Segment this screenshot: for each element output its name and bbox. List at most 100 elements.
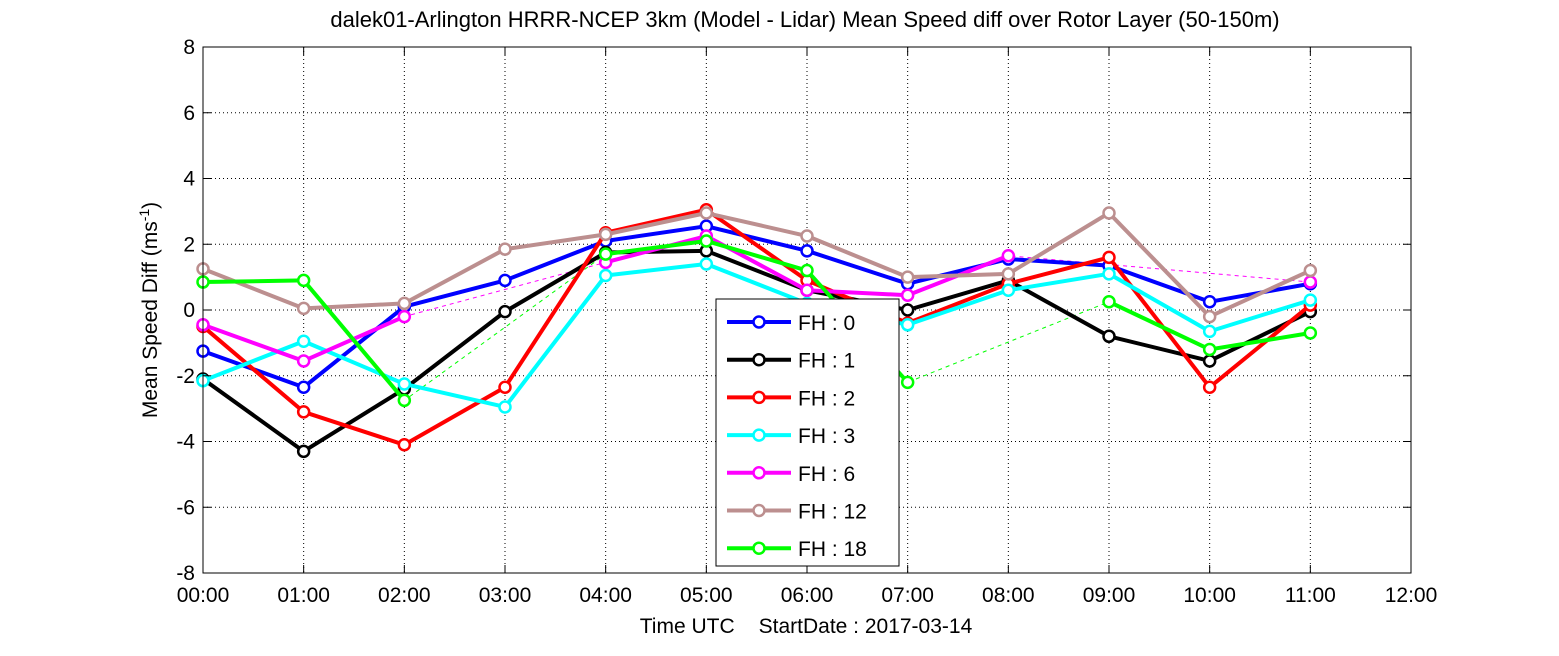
- x-tick-label: 01:00: [277, 584, 330, 607]
- series-fh-1-point: [498, 304, 512, 319]
- legend-entry-fh-1: FH : 1: [727, 350, 855, 373]
- legend-entry-fh-6: FH : 6: [727, 463, 855, 486]
- x-tick-label: 06:00: [781, 584, 834, 607]
- series-fh-0-line: [202, 224, 1311, 390]
- series-fh-2-point: [397, 438, 412, 452]
- series-fh-1-point: [296, 444, 311, 459]
- series-fh-6-point: [900, 288, 915, 302]
- legend-label: FH : 1: [798, 350, 855, 373]
- series-fh-3-line: [202, 261, 1311, 409]
- series-fh-0-point: [296, 380, 311, 395]
- series-fh-18-point: [699, 234, 714, 248]
- x-axis-title: Time UTC: [640, 615, 735, 638]
- x-axis-start-date: StartDate : 2017-03-14: [759, 615, 973, 638]
- series-fh-12-point: [1202, 309, 1217, 324]
- series-fh-3-point: [699, 257, 714, 271]
- y-tick-label: 4: [183, 168, 195, 191]
- series-fh-18-point: [1202, 342, 1217, 357]
- series-fh-6-point: [800, 283, 814, 298]
- x-tick-label: 05:00: [680, 584, 733, 607]
- y-axis-label-main: Mean Speed Diff (ms: [139, 221, 162, 418]
- series-fh-18-point: [900, 375, 915, 390]
- series-fh-12-point: [1001, 267, 1016, 281]
- series-fh-18-point: [296, 273, 311, 288]
- y-tick-label: 6: [183, 102, 195, 125]
- series-fh-3-point: [1102, 267, 1116, 281]
- legend-label: FH : 18: [798, 538, 867, 561]
- series-fh-2-point: [498, 380, 512, 395]
- series-fh-3-point: [1001, 283, 1016, 298]
- series-fh-1-point: [1102, 329, 1116, 344]
- series-fh-6-point: [397, 309, 412, 324]
- x-tick-label: 08:00: [982, 584, 1035, 607]
- series-fh-12-point: [900, 270, 915, 284]
- series-fh-3-point: [1202, 324, 1217, 339]
- y-tick-label: 0: [183, 299, 195, 322]
- series-fh-12-point: [498, 242, 512, 256]
- x-tick-label: 04:00: [579, 584, 632, 607]
- x-tick-label: 02:00: [378, 584, 431, 607]
- legend-entry-fh-3: FH : 3: [727, 425, 855, 448]
- legend-swatch-marker: [752, 428, 766, 442]
- y-axis-label: Mean Speed Diff (ms-1): [136, 202, 162, 418]
- series-fh-12-point: [598, 227, 613, 242]
- legend-swatch-marker: [752, 466, 766, 480]
- y-tick-labels: -8 -6 -4 -2 0 2 4 6 8: [176, 36, 195, 585]
- legend-swatch-marker: [752, 390, 766, 405]
- legend-entry-fh-2: FH : 2: [727, 387, 855, 410]
- y-tick-label: 8: [183, 36, 195, 59]
- legend-swatch-marker: [752, 315, 766, 329]
- series-fh-6-point: [1001, 249, 1016, 263]
- x-tick-label: 12:00: [1385, 584, 1438, 607]
- series-fh-1-line: [201, 248, 1312, 454]
- series-fh-1-point: [900, 303, 915, 317]
- series-fh-18-point: [598, 247, 613, 261]
- axis-ticks: [202, 46, 1412, 574]
- series-fh-3-point: [900, 318, 915, 332]
- series-fh-6-point: [296, 354, 311, 368]
- legend-label: FH : 3: [798, 425, 855, 448]
- x-axis-label: Time UTC StartDate : 2017-03-14: [640, 615, 973, 638]
- legend-swatch-marker: [752, 352, 766, 367]
- series-fh-3-point: [397, 377, 412, 391]
- legend-entry-fh-0: FH : 0: [727, 312, 855, 335]
- legend-swatch-marker: [752, 541, 766, 555]
- legend-label: FH : 0: [798, 312, 855, 335]
- x-tick-label: 07:00: [881, 584, 934, 607]
- chart-title: dalek01-Arlington HRRR-NCEP 3km (Model -…: [330, 7, 1279, 32]
- legend-entry-fh-12: FH : 12: [727, 501, 867, 524]
- legend-label: FH : 6: [798, 463, 855, 486]
- series-fh-2-point: [296, 405, 311, 419]
- y-tick-label: 2: [183, 233, 195, 256]
- series-fh-6: [196, 229, 1318, 368]
- series-fh-12: [196, 206, 1318, 324]
- series-fh-0-point: [800, 244, 814, 258]
- legend-box: [715, 298, 900, 567]
- series-fh-6-point: [1303, 275, 1318, 289]
- series-fh-18-point: [800, 263, 814, 278]
- legend-label: FH : 12: [798, 501, 867, 524]
- series-fh-12-point: [699, 206, 714, 220]
- x-tick-label: 10:00: [1183, 584, 1236, 607]
- series-fh-2-point: [1102, 250, 1116, 265]
- x-tick-label: 03:00: [479, 584, 532, 607]
- series-fh-18-point: [1102, 295, 1116, 309]
- series-fh-18-point: [397, 393, 412, 408]
- series-fh-12-point: [1303, 263, 1318, 278]
- series-fh-0-point: [498, 273, 512, 288]
- y-tick-label: -4: [176, 431, 195, 454]
- x-tick-labels: 00:00 01:00 02:00 03:00 04:00 05:00 06:00 07:00…: [177, 584, 1438, 607]
- series-fh-3-point: [498, 400, 512, 414]
- series-fh-12-point: [1102, 206, 1116, 220]
- series-fh-2-line: [201, 207, 1312, 447]
- series-fh-2-point: [1202, 380, 1217, 395]
- legend-swatch-marker: [752, 503, 766, 518]
- y-tick-label: -2: [176, 365, 195, 388]
- y-tick-label: -8: [176, 562, 195, 585]
- series-fh-12-point: [296, 301, 311, 316]
- series-fh-12-line: [202, 211, 1312, 319]
- legend: FH : 0 FH : 1 FH : 2 FH : 3 FH : 6 FH : 12 FH …: [715, 298, 900, 567]
- series-fh-12-point: [800, 229, 814, 243]
- x-tick-label: 11:00: [1285, 584, 1336, 607]
